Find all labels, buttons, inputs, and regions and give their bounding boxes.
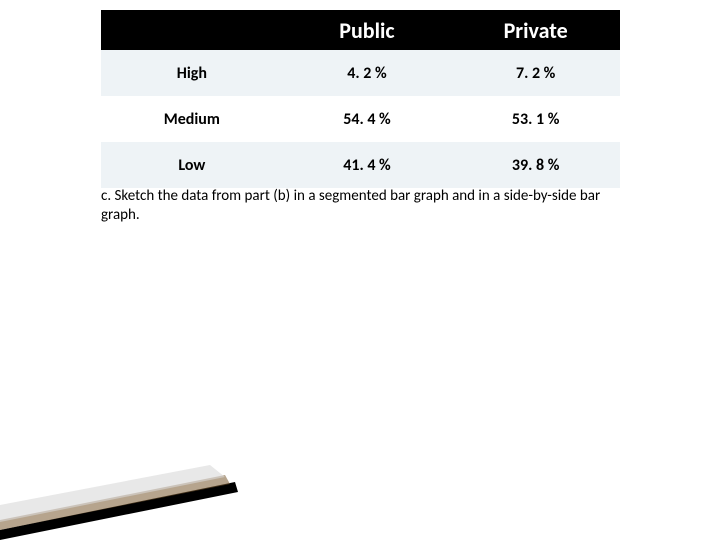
row-label: High xyxy=(101,50,283,96)
decor-bar-brown xyxy=(0,475,230,530)
table-row: Medium 54. 4 % 53. 1 % xyxy=(101,96,620,142)
cell-public: 4. 2 % xyxy=(283,50,452,96)
cell-public: 54. 4 % xyxy=(283,96,452,142)
data-table-container: Public Private High 4. 2 % 7. 2 % Medium… xyxy=(101,10,620,188)
decor-bar-glow xyxy=(0,465,225,522)
row-label: Medium xyxy=(101,96,283,142)
header-private: Private xyxy=(451,10,620,50)
corner-decoration-icon xyxy=(0,450,260,540)
cell-private: 53. 1 % xyxy=(451,96,620,142)
decor-bar-dark xyxy=(0,482,238,540)
slide-page: Public Private High 4. 2 % 7. 2 % Medium… xyxy=(0,0,720,540)
cell-public: 41. 4 % xyxy=(283,142,452,188)
caption-text: c. Sketch the data from part (b) in a se… xyxy=(101,187,620,225)
table-row: Low 41. 4 % 39. 8 % xyxy=(101,142,620,188)
header-public: Public xyxy=(283,10,452,50)
data-table: Public Private High 4. 2 % 7. 2 % Medium… xyxy=(101,10,620,188)
row-label: Low xyxy=(101,142,283,188)
table-row: High 4. 2 % 7. 2 % xyxy=(101,50,620,96)
cell-private: 39. 8 % xyxy=(451,142,620,188)
header-empty-cell xyxy=(101,10,283,50)
cell-private: 7. 2 % xyxy=(451,50,620,96)
table-header-row: Public Private xyxy=(101,10,620,50)
